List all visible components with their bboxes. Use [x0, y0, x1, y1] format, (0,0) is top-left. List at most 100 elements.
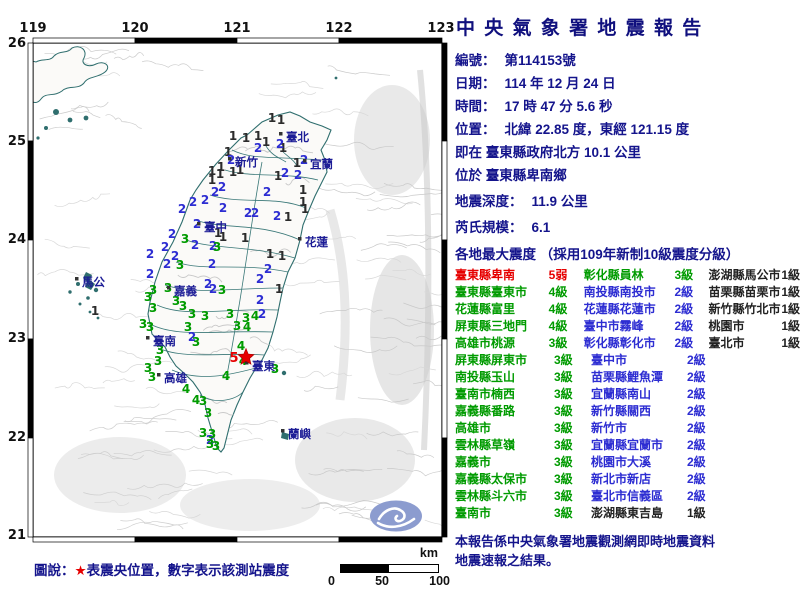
level-cell: 3級 [674, 268, 694, 282]
relief-line [424, 519, 442, 527]
relief-line [370, 336, 442, 347]
intensity-marker: 2 [276, 137, 284, 151]
info-value: 11.9 公里 [531, 194, 588, 209]
table-row: 臺東縣臺東市 4級 南投縣南投市 2級 苗栗縣苗栗市 1級 [455, 284, 800, 301]
epicenter-intensity-label: 5 [229, 351, 238, 366]
intensity-marker: 2 [258, 307, 266, 321]
intensity-marker: 2 [204, 277, 212, 291]
relief-line [77, 452, 144, 460]
intensity-marker: 3 [188, 307, 196, 321]
intensity-marker: 2 [281, 166, 289, 180]
relief-line [177, 274, 223, 283]
county-borders [151, 145, 323, 401]
relief-line [323, 468, 364, 473]
place-cell: 嘉義市 [455, 455, 492, 469]
intensity-marker: 3 [149, 283, 157, 297]
intensity-marker: 3 [176, 258, 184, 272]
place-cell [723, 471, 800, 488]
intensity-marker: 1 [219, 230, 227, 244]
relief-line [317, 186, 376, 197]
info-value: 即在 臺東縣政府北方 10.1 公里 [455, 145, 642, 160]
intensity-marker: 1 [224, 145, 232, 159]
relief-line [327, 65, 391, 76]
level-cell: 4級 [548, 302, 568, 316]
report-info-lines: 編號： 第114153號 日期： 114 年 12 月 24 日時間： 17 時 47 … [455, 49, 800, 239]
relief-line [264, 145, 314, 154]
table-row: 屏東縣屏東市 3級 臺中市 2級 [455, 352, 800, 369]
intensity-marker: 2 [256, 272, 264, 286]
intensity-marker: 1 [216, 167, 224, 181]
relief-line [379, 192, 442, 198]
info-label: 地震深度： [455, 194, 523, 209]
intensity-marker: 3 [172, 294, 180, 308]
info-label: 日期： [455, 76, 496, 91]
info-row: 日期： 114 年 12 月 24 日 [455, 72, 800, 95]
relief-line [113, 450, 172, 457]
relief-line [89, 421, 158, 432]
relief-line [72, 111, 101, 119]
intensity-marker: 2 [263, 185, 271, 199]
relief-line [188, 469, 233, 476]
level-cell: 2級 [687, 387, 706, 401]
intensity-marker: 2 [146, 267, 154, 281]
intensity-marker: 2 [146, 247, 154, 261]
relief-line [39, 106, 90, 120]
level-cell: 5弱 [548, 268, 568, 282]
legend-caption: 圖說：★表震央位置，數字表示該測站震度 [34, 559, 289, 579]
city-label: 新竹 [235, 155, 258, 169]
intensity-marker: 2 [201, 193, 209, 207]
level-cell: 3級 [554, 370, 573, 384]
level-cell: 1級 [781, 285, 800, 299]
intensity-marker: 3 [139, 317, 147, 331]
intensity-marker: 2 [251, 206, 259, 220]
info-value: 114 年 12 月 24 日 [504, 76, 616, 91]
relief-line [202, 320, 242, 331]
relief-line [386, 234, 442, 238]
table-row: 嘉義市 3級 桃園市大溪 2級 [455, 454, 800, 471]
city-marker [75, 277, 79, 281]
level-cell: 1級 [781, 268, 800, 282]
relief-line [245, 145, 269, 153]
relief-line [285, 176, 310, 186]
intensity-marker: 2 [208, 257, 216, 271]
place-cell: 臺北市 [708, 336, 745, 350]
relief-line [355, 198, 413, 205]
info-row: 地震深度： 11.9 公里 [455, 190, 800, 213]
place-cell [723, 369, 800, 386]
intensity-marker: 1 [284, 210, 292, 224]
lon-tick-label: 121 [223, 21, 250, 36]
city-marker [197, 222, 201, 226]
relief-line [296, 370, 353, 378]
intensity-marker: 3 [199, 394, 207, 408]
china-coast [33, 46, 109, 140]
relief-line [303, 385, 339, 392]
level-cell: 2級 [687, 472, 706, 486]
relief-line [388, 366, 436, 376]
intensity-marker: 2 [218, 180, 226, 194]
relief-line [333, 345, 398, 353]
relief-line [430, 213, 442, 216]
intensity-marker: 3 [271, 362, 279, 376]
table-row: 花蓮縣富里 4級 花蓮縣花蓮市 2級 新竹縣竹北市 1級 [455, 301, 800, 318]
level-cell: 4級 [548, 319, 568, 333]
intensity-marker: 1 [91, 304, 99, 318]
ocean-relief-texture [37, 46, 442, 530]
longitude-axis: 119 120 121 122 123 [19, 21, 454, 36]
place-cell: 花蓮縣花蓮市 [583, 302, 656, 316]
intensity-marker: 4 [243, 320, 251, 334]
intensity-marker: 2 [273, 209, 281, 223]
city-label: 臺南 [153, 334, 176, 348]
place-cell: 高雄市 [455, 421, 492, 435]
intensity-marker: 3 [201, 309, 209, 323]
city-marker [228, 157, 232, 161]
intensity-marker: 3 [218, 283, 226, 297]
place-cell: 澎湖縣馬公市 [708, 268, 781, 282]
intensity-marker: 1 [301, 202, 309, 216]
intensity-marker: 3 [154, 354, 162, 368]
place-cell: 臺南市楠西 [455, 387, 516, 401]
lat-tick-label: 26 [8, 36, 26, 51]
relief-line [366, 431, 419, 437]
intensity-marker: 3 [146, 320, 154, 334]
level-cell: 1級 [687, 506, 706, 520]
city-marker [167, 286, 171, 290]
